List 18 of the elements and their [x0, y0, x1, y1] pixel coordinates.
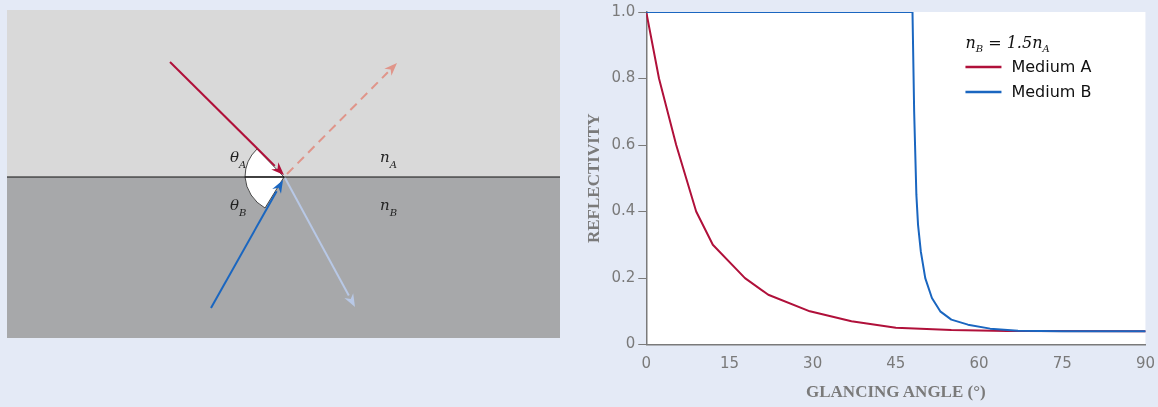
x-tick-label: 45 — [886, 354, 906, 373]
x-tick-label: 60 — [969, 354, 989, 373]
y-tick-label: 0.6 — [611, 134, 636, 153]
y-tick-label: 0.8 — [611, 68, 636, 87]
x-tick-label: 90 — [1135, 354, 1155, 373]
y-tick-label: 1.0 — [611, 1, 636, 20]
refraction-diagram: θ$_{A}$ θ$_{B}$ n$_{A}$ n$_{B}$ — [7, 10, 567, 340]
y-tick-label: 0.4 — [611, 201, 636, 220]
legend-label: Medium A — [1011, 57, 1092, 76]
x-tick-label: 15 — [719, 354, 739, 373]
y-axis-title: REFLECTIVITY — [583, 113, 603, 244]
x-tick-label: 75 — [1052, 354, 1072, 373]
x-axis-title: GLANCING ANGLE (°) — [806, 382, 986, 402]
x-tick-label: 30 — [803, 354, 823, 373]
legend-label: Medium B — [1011, 82, 1092, 101]
y-tick-label: 0 — [625, 334, 636, 353]
y-tick-label: 0.2 — [611, 267, 636, 286]
x-tick-label: 0 — [641, 354, 652, 373]
